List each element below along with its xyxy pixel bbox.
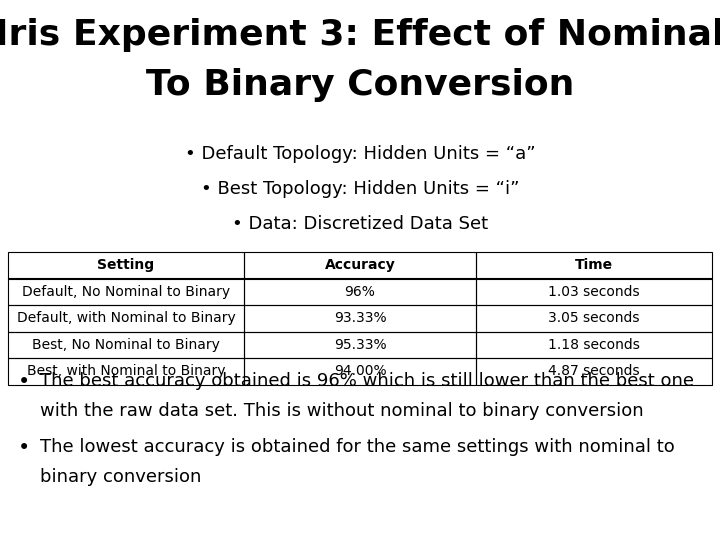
Text: Setting: Setting	[97, 258, 155, 272]
Bar	[476, 305, 712, 332]
Text: To Binary Conversion: To Binary Conversion	[146, 68, 574, 102]
Bar	[476, 332, 712, 358]
Bar	[244, 279, 476, 305]
Text: •: •	[18, 438, 30, 458]
Text: 4.87 seconds: 4.87 seconds	[548, 364, 640, 378]
Bar	[8, 305, 244, 332]
Text: 1.03 seconds: 1.03 seconds	[548, 285, 640, 299]
Text: 96%: 96%	[345, 285, 375, 299]
Text: Default, No Nominal to Binary: Default, No Nominal to Binary	[22, 285, 230, 299]
Bar	[8, 252, 244, 279]
Bar	[8, 279, 244, 305]
Text: • Data: Discretized Data Set: • Data: Discretized Data Set	[232, 215, 488, 233]
Text: Default, with Nominal to Binary: Default, with Nominal to Binary	[17, 311, 235, 325]
Text: • Default Topology: Hidden Units = “a”: • Default Topology: Hidden Units = “a”	[185, 145, 535, 163]
Bar	[244, 252, 476, 279]
Text: Accuracy: Accuracy	[325, 258, 395, 272]
Text: Best, No Nominal to Binary: Best, No Nominal to Binary	[32, 338, 220, 352]
Text: • Best Topology: Hidden Units = “i”: • Best Topology: Hidden Units = “i”	[201, 180, 519, 198]
Text: Best, with Nominal to Binary: Best, with Nominal to Binary	[27, 364, 225, 378]
Text: with the raw data set. This is without nominal to binary conversion: with the raw data set. This is without n…	[40, 402, 644, 420]
Text: The lowest accuracy is obtained for the same settings with nominal to: The lowest accuracy is obtained for the …	[40, 438, 675, 456]
Bar	[8, 332, 244, 358]
Text: binary conversion: binary conversion	[40, 468, 202, 486]
Text: The best accuracy obtained is 96% which is still lower than the best one: The best accuracy obtained is 96% which …	[40, 372, 694, 390]
Text: Time: Time	[575, 258, 613, 272]
Text: 94.00%: 94.00%	[333, 364, 387, 378]
Bar	[476, 252, 712, 279]
Bar	[244, 332, 476, 358]
Text: Iris Experiment 3: Effect of Nominal: Iris Experiment 3: Effect of Nominal	[0, 18, 720, 52]
Text: 3.05 seconds: 3.05 seconds	[549, 311, 640, 325]
Bar	[8, 358, 244, 384]
Text: 93.33%: 93.33%	[333, 311, 387, 325]
Bar	[476, 358, 712, 384]
Bar	[244, 358, 476, 384]
Text: 95.33%: 95.33%	[333, 338, 387, 352]
Text: 1.18 seconds: 1.18 seconds	[548, 338, 640, 352]
Bar	[476, 279, 712, 305]
Bar	[244, 305, 476, 332]
Text: •: •	[18, 372, 30, 392]
